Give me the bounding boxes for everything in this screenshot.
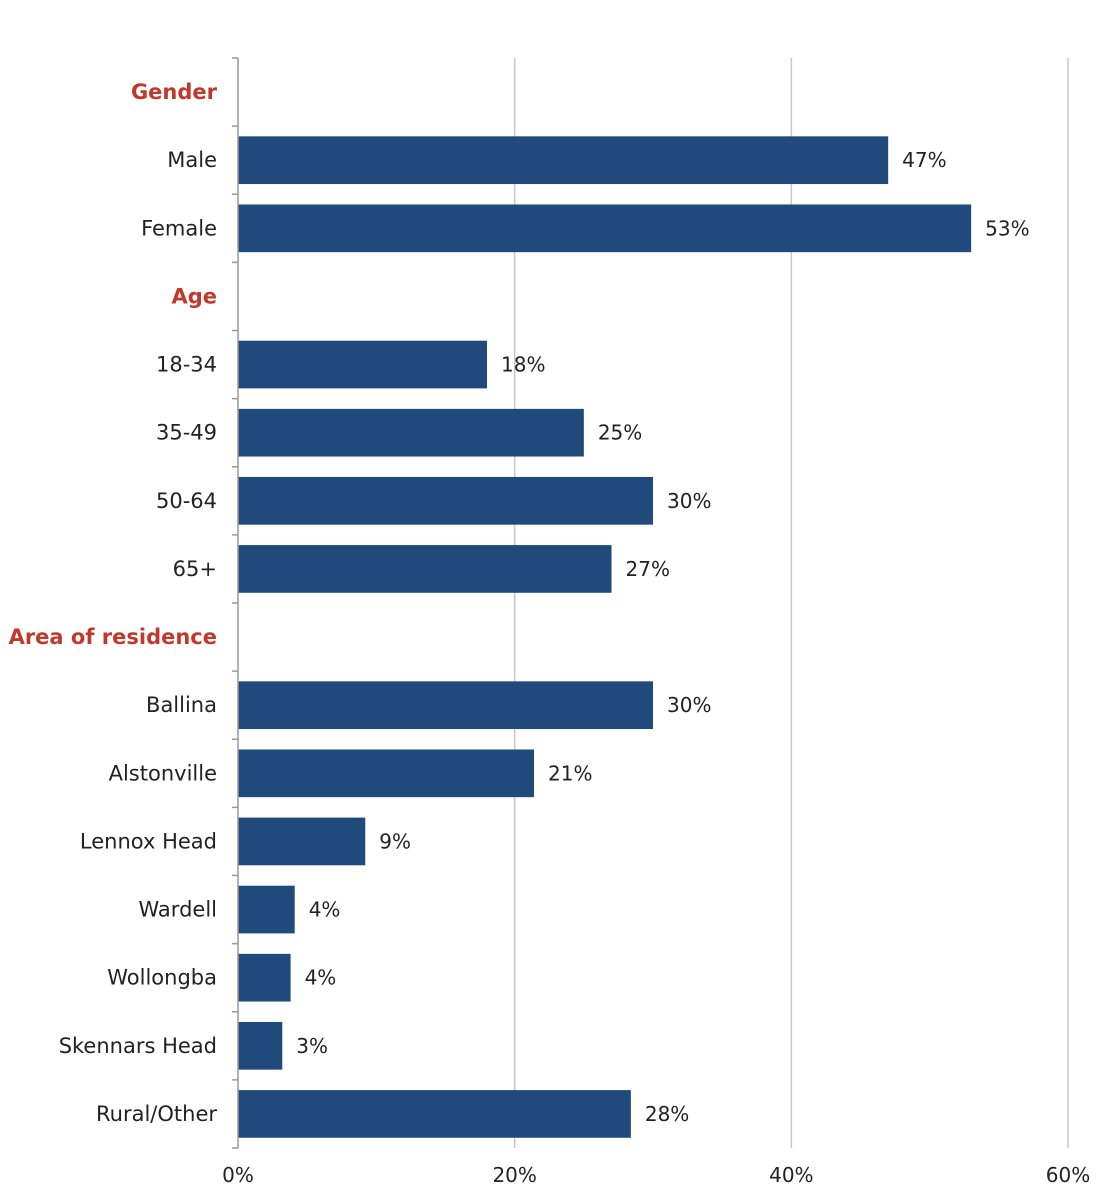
- x-tick-label: 0%: [222, 1163, 254, 1187]
- data-label: 27%: [626, 557, 670, 581]
- data-label: 30%: [667, 693, 711, 717]
- bar: [238, 136, 889, 185]
- bar: [238, 681, 653, 730]
- bar: [238, 340, 487, 389]
- bar: [238, 749, 535, 798]
- category-label: Skennars Head: [59, 1034, 217, 1058]
- data-label: 53%: [985, 216, 1029, 240]
- bar: [238, 408, 584, 457]
- group-label: Age: [171, 284, 217, 308]
- bar: [238, 545, 612, 593]
- category-label: Wardell: [139, 898, 217, 922]
- category-label: 65+: [173, 557, 217, 581]
- data-label: 21%: [548, 761, 592, 785]
- category-label: Female: [141, 216, 217, 240]
- category-label: Alstonville: [109, 761, 217, 785]
- data-label: 4%: [309, 898, 341, 922]
- category-label: Lennox Head: [80, 829, 217, 853]
- data-label: 9%: [379, 829, 411, 853]
- bars: [238, 136, 972, 1138]
- bar: [238, 476, 653, 525]
- bar: [238, 817, 366, 866]
- x-tick-label: 20%: [492, 1163, 536, 1187]
- group-label: Gender: [131, 80, 218, 104]
- category-label: 35-49: [156, 421, 217, 445]
- data-label: 47%: [902, 148, 946, 172]
- category-label: 50-64: [156, 489, 217, 513]
- bar: [238, 885, 295, 934]
- x-tick-label: 40%: [769, 1163, 813, 1187]
- data-label: 4%: [305, 966, 337, 990]
- data-label: 18%: [501, 353, 545, 377]
- data-label: 3%: [296, 1034, 328, 1058]
- category-label: Wollongba: [107, 966, 217, 990]
- category-axis: [232, 57, 239, 1149]
- labels: 0% 20% 40% 60% Gender Male 47% Female 53% Age 18-3…: [9, 80, 1091, 1187]
- bar: [238, 953, 291, 1002]
- category-label: Ballina: [146, 693, 217, 717]
- group-label: Area of residence: [9, 625, 217, 649]
- data-label: 25%: [598, 421, 642, 445]
- bar: [238, 204, 972, 253]
- bar: [238, 1021, 283, 1070]
- bar: [238, 1090, 631, 1138]
- category-label: Rural/Other: [96, 1102, 217, 1126]
- x-tick-label: 60%: [1046, 1163, 1090, 1187]
- data-label: 28%: [645, 1102, 689, 1126]
- data-label: 30%: [667, 489, 711, 513]
- category-label: Male: [167, 148, 217, 172]
- category-label: 18-34: [156, 353, 217, 377]
